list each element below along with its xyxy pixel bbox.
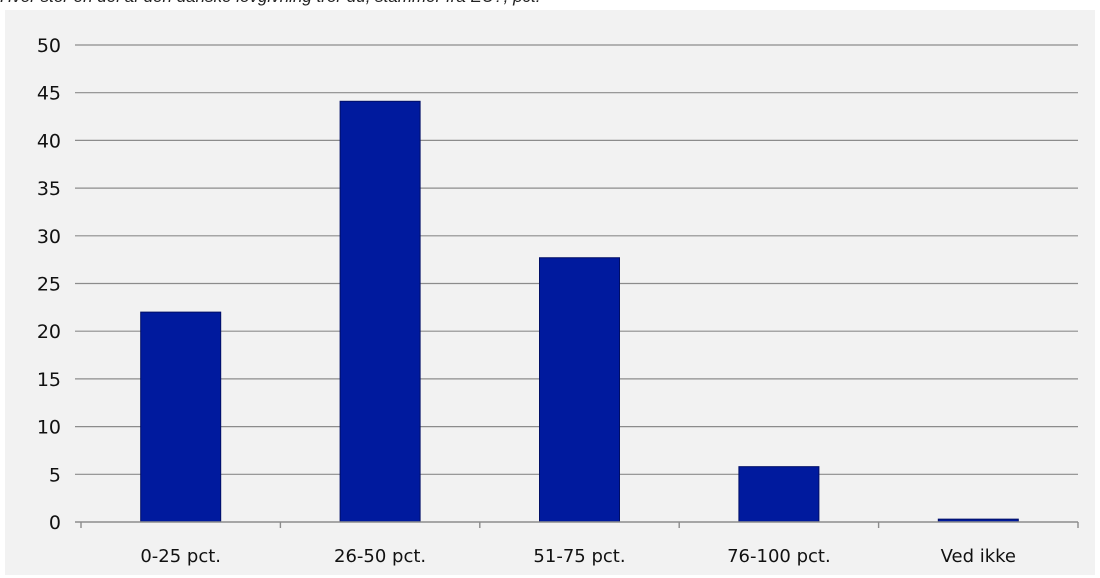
y-axis-ticks: 0 5 10 15 20 25 30 35 40 45 50 — [37, 35, 61, 534]
y-tick-label: 40 — [37, 130, 61, 152]
y-tick-label: 45 — [37, 83, 61, 105]
bar-chart: 0 5 10 15 20 25 30 35 40 45 50 0-25 pct. 26-50 pct.… — [37, 35, 1079, 567]
y-tick-label: 50 — [37, 35, 61, 57]
chart-panel: 0 5 10 15 20 25 30 35 40 45 50 0-25 pct. 26-50 pct.… — [5, 10, 1095, 575]
y-tick-label: 0 — [49, 512, 61, 534]
y-tick-label: 15 — [37, 369, 61, 391]
x-tick-label: 76-100 pct. — [727, 546, 831, 567]
y-tick-label: 30 — [37, 226, 61, 248]
x-axis — [75, 521, 1079, 528]
bar — [539, 257, 620, 523]
y-tick-label: 25 — [37, 274, 61, 296]
y-tick-label: 10 — [37, 417, 61, 439]
y-tick-label: 20 — [37, 321, 61, 343]
x-tick-label: Ved ikke — [941, 546, 1016, 567]
x-axis-ticks: 0-25 pct. 26-50 pct. 51-75 pct. 76-100 pct.… — [140, 546, 1016, 567]
x-tick-label: 26-50 pct. — [334, 546, 426, 567]
x-tick-label: 0-25 pct. — [140, 546, 221, 567]
x-tick-label: 51-75 pct. — [533, 546, 625, 567]
bar — [339, 100, 421, 523]
bars — [140, 100, 1019, 523]
bar — [738, 466, 820, 523]
y-tick-label: 35 — [37, 178, 61, 200]
chart-title: Hvor stor en del af den danske lovgivnin… — [0, 0, 1100, 9]
bar — [140, 311, 222, 523]
y-tick-label: 5 — [49, 464, 61, 486]
